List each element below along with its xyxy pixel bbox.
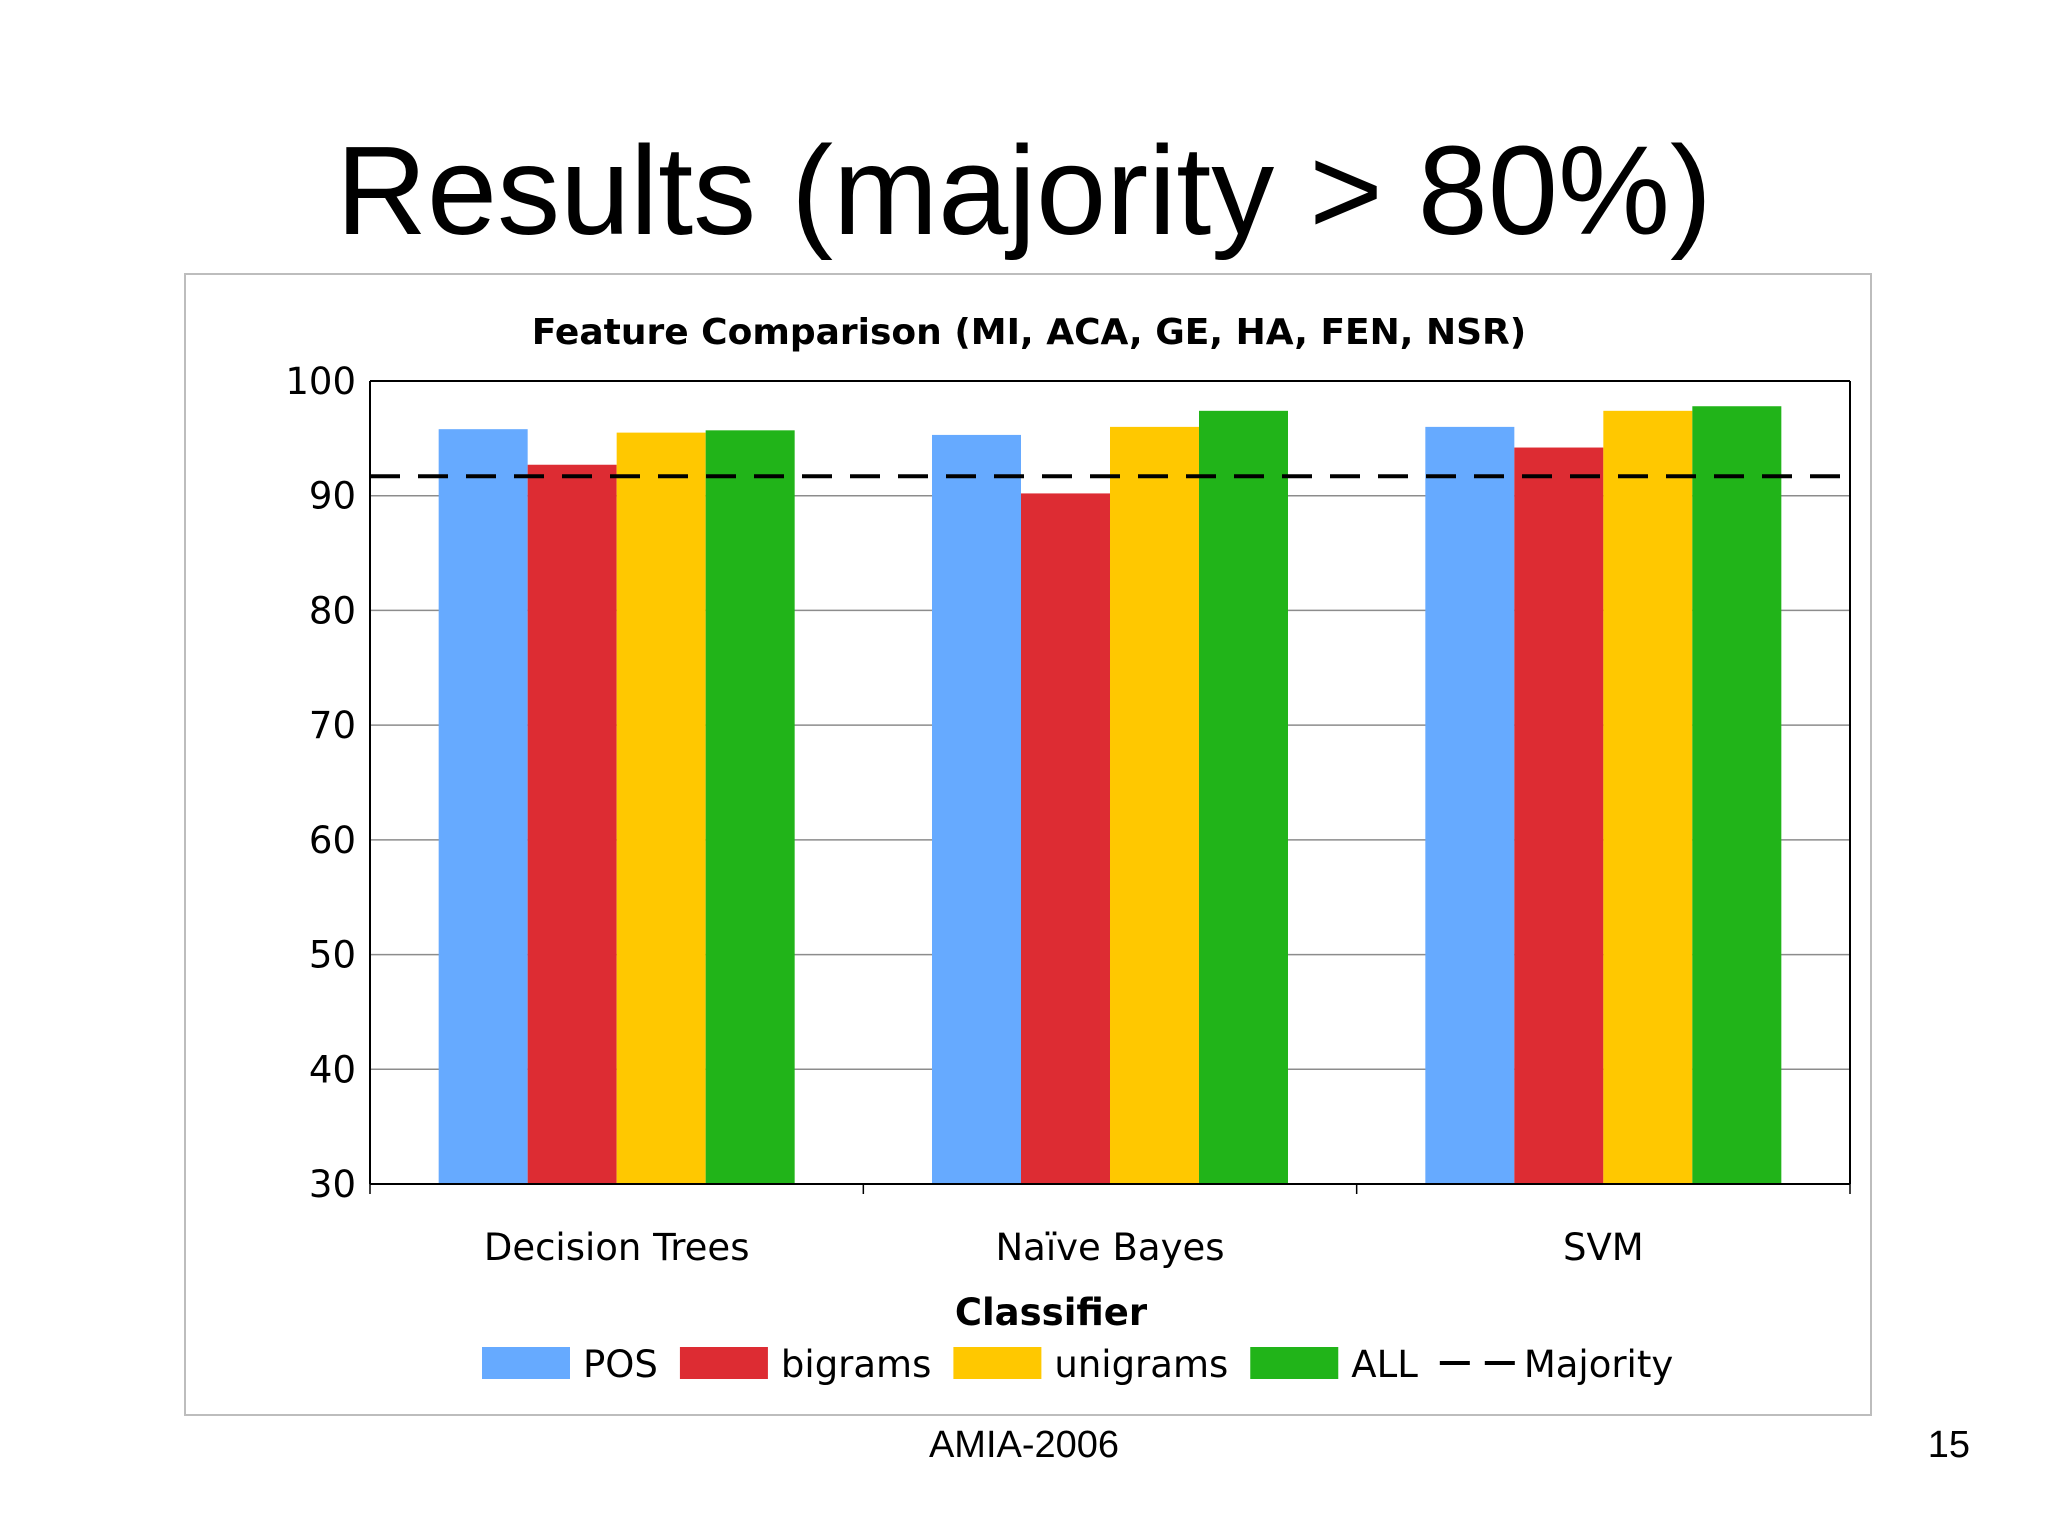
footer-label: AMIA-2006 [928, 1424, 1120, 1466]
y-tick-label: 60 [309, 819, 356, 862]
x-category-label: Decision Trees [484, 1226, 750, 1269]
slide-title: Results (majority > 80%) [336, 120, 1712, 261]
bar-all-2 [1199, 410, 1288, 1185]
y-tick-label: 70 [309, 704, 356, 747]
bar-unigrams-1 [616, 432, 706, 1184]
bar-all-1 [705, 430, 795, 1184]
y-tick-label: 40 [309, 1048, 356, 1091]
legend-swatch-pos [482, 1347, 570, 1379]
chart-frame: Feature Comparison (MI, ACA, GE, HA, FEN… [184, 273, 1872, 1416]
y-tick-label: 100 [285, 360, 356, 403]
x-category-label: SVM [1563, 1226, 1644, 1269]
bar-pos-3 [1425, 426, 1515, 1184]
y-tick-label: 50 [309, 934, 356, 977]
bar-pos-1 [438, 429, 528, 1184]
bar-pos-2 [932, 434, 1021, 1184]
bar-bigrams-2 [1021, 493, 1110, 1184]
y-tick-label: 90 [309, 475, 356, 518]
legend-label-all: ALL [1351, 1343, 1418, 1386]
y-tick-label: 30 [309, 1163, 356, 1206]
chart-title: Feature Comparison (MI, ACA, GE, HA, FEN… [532, 312, 1526, 353]
x-category-label: Naïve Bayes [995, 1226, 1224, 1269]
page-number: 15 [1927, 1424, 1970, 1466]
y-tick-label: 80 [309, 589, 356, 632]
bar-unigrams-3 [1603, 410, 1693, 1185]
bar-chart: Feature Comparison (MI, ACA, GE, HA, FEN… [285, 312, 1851, 1386]
bar-bigrams-3 [1514, 447, 1604, 1184]
bar-unigrams-2 [1110, 426, 1199, 1184]
bar-bigrams-1 [527, 464, 617, 1184]
bar-all-3 [1692, 406, 1782, 1184]
x-axis-title: Classifier [955, 1291, 1148, 1334]
legend-swatch-bigrams [679, 1347, 768, 1379]
legend-label-bigrams: bigrams [781, 1343, 931, 1386]
legend-label-pos: POS [583, 1343, 658, 1386]
legend-swatch-unigrams [953, 1347, 1042, 1379]
legend-swatch-all [1250, 1347, 1339, 1379]
legend-label-majority: Majority [1524, 1343, 1673, 1386]
legend-label-unigrams: unigrams [1054, 1343, 1228, 1386]
